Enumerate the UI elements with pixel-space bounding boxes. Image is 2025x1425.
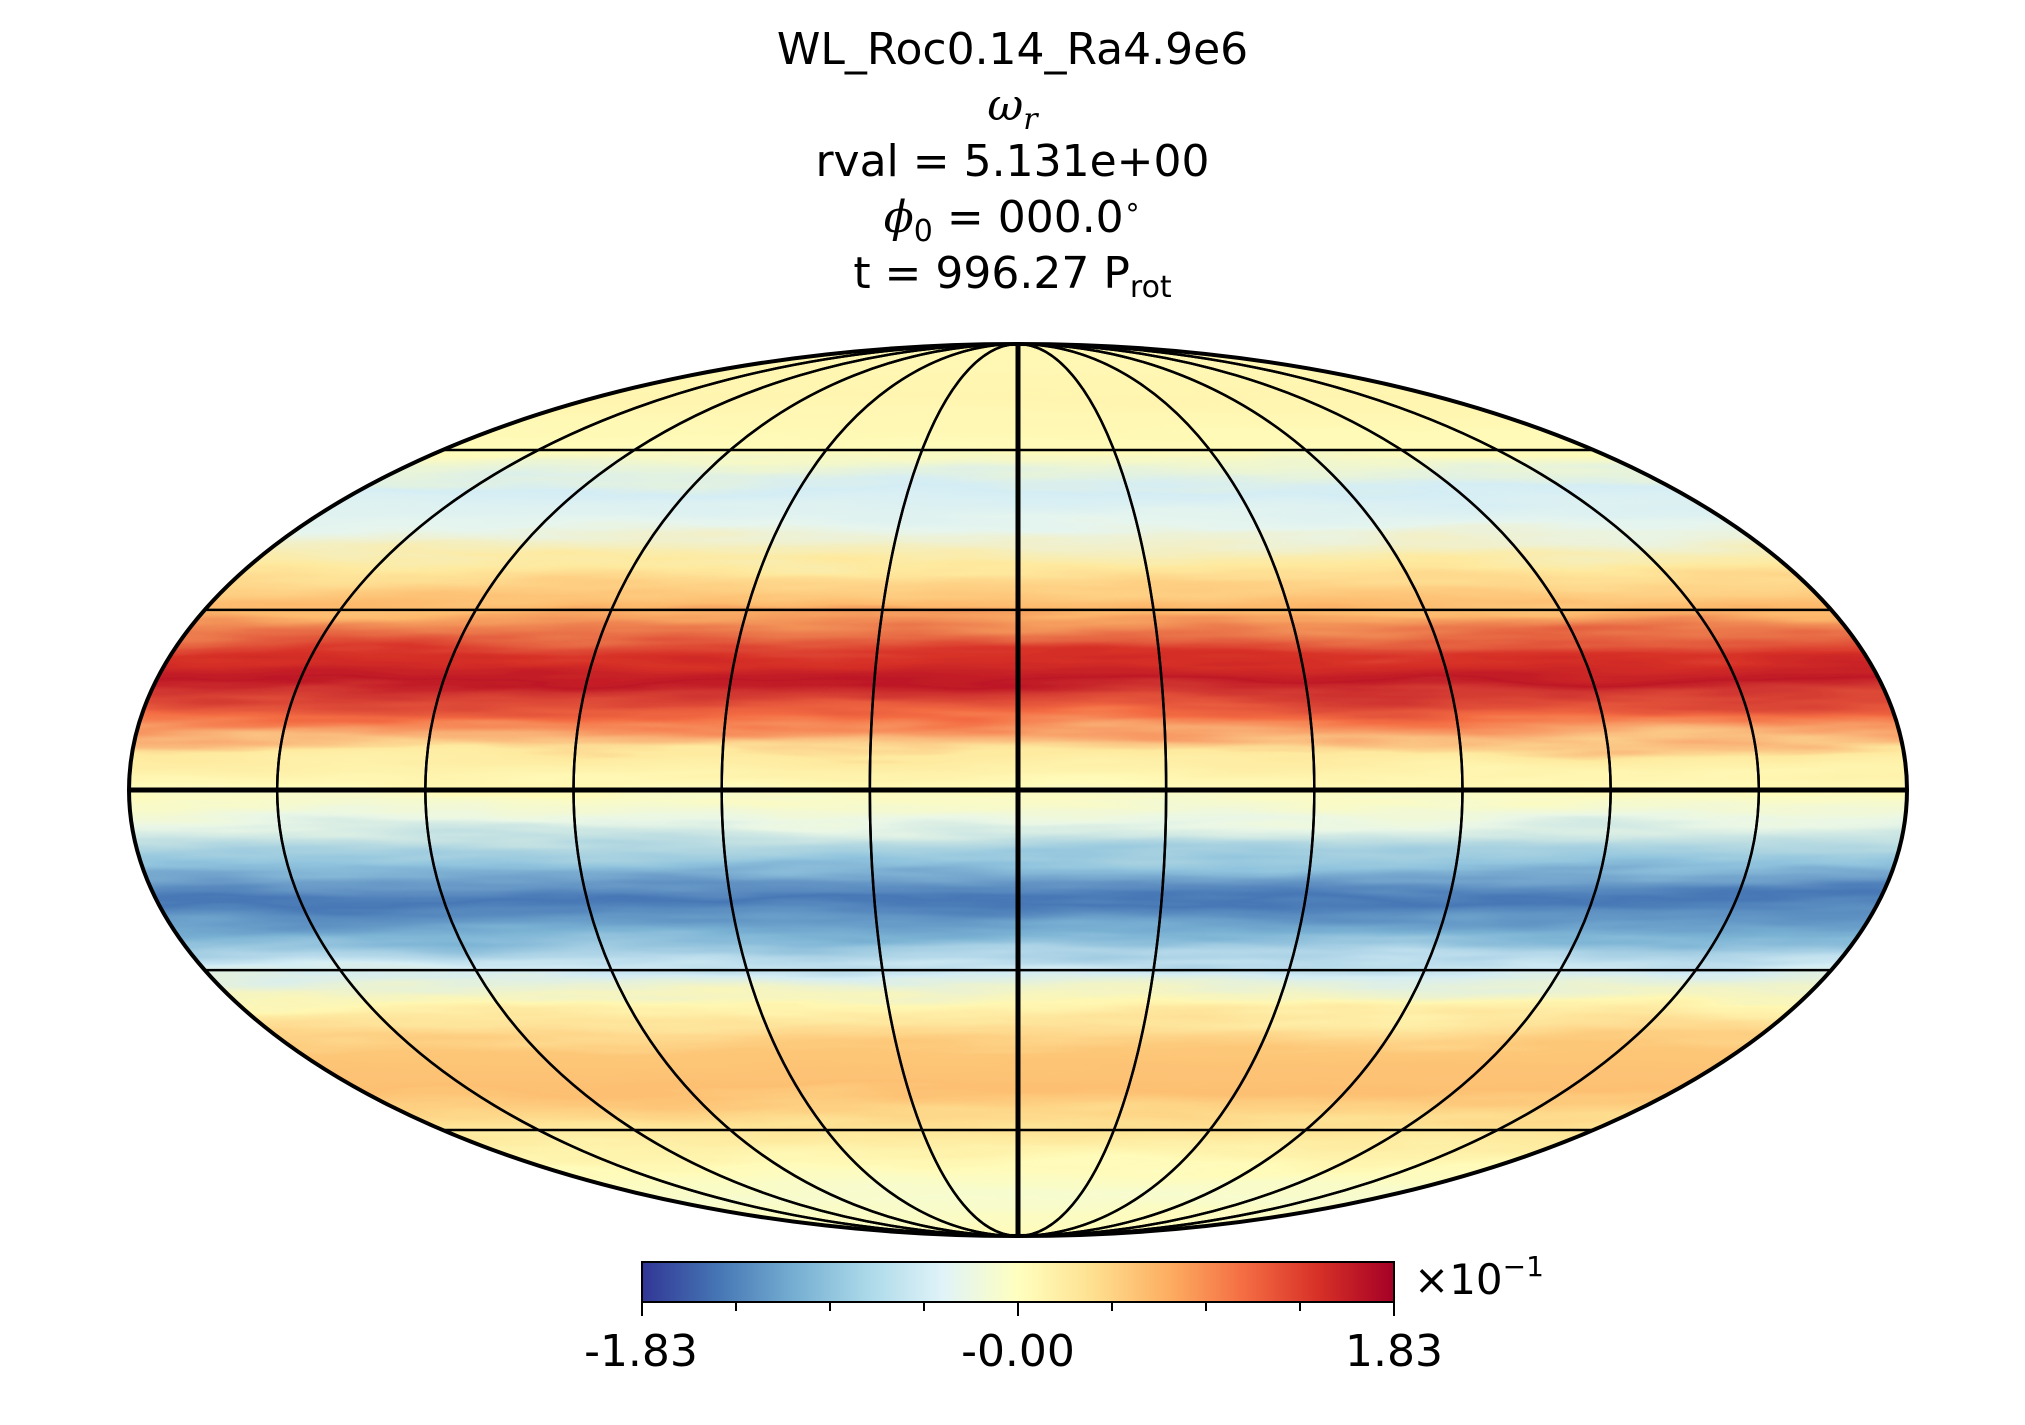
quantity-symbol: ω xyxy=(987,80,1024,131)
colorbar-fill xyxy=(642,1262,1394,1302)
colorbar-tick-label-mid: -0.00 xyxy=(961,1326,1075,1377)
time-label: t = 996.27 Prot xyxy=(0,246,2025,305)
colorbar-exponent-power: −1 xyxy=(1503,1250,1544,1283)
phi-label: ϕ0 = 000.0∘ xyxy=(0,190,2025,249)
radius-label: rval = 5.131e+00 xyxy=(0,134,2025,190)
colorbar-tick-label-min: -1.83 xyxy=(584,1326,698,1377)
run-name-text: WL_Roc0.14_Ra4.9e6 xyxy=(776,24,1249,75)
time-prefix: t = 996.27 P xyxy=(853,248,1130,299)
phi-value: = 000.0 xyxy=(932,192,1124,243)
meridian-line xyxy=(720,344,1316,1236)
phi-symbol: ϕ xyxy=(883,192,914,243)
phi-degree: ∘ xyxy=(1123,190,1142,223)
colorbar-ticks xyxy=(641,1302,1395,1316)
phi-subscript: 0 xyxy=(913,214,933,249)
colorbar: -1.83 -0.00 1.83 ×10−1 xyxy=(584,1250,1544,1377)
colorbar-exponent: ×10−1 xyxy=(1414,1250,1544,1304)
globe-outline xyxy=(127,342,1909,1238)
colorbar-tick-label-max: 1.83 xyxy=(1345,1326,1443,1377)
meridian-line xyxy=(868,344,1168,1236)
colorbar-exponent-base: ×10 xyxy=(1414,1255,1503,1304)
quantity-subscript: r xyxy=(1023,102,1037,137)
quantity-label: ωr xyxy=(0,78,2025,137)
meridian-line xyxy=(424,344,1612,1236)
globe-map xyxy=(129,344,1907,1236)
quantity-subscript-text: r xyxy=(1023,102,1038,137)
meridian-line xyxy=(275,344,1761,1236)
run-name: WL_Roc0.14_Ra4.9e6 xyxy=(0,22,2025,78)
meridian-line xyxy=(572,344,1464,1236)
chart-title: WL_Roc0.14_Ra4.9e6 ωr rval = 5.131e+00 ϕ… xyxy=(0,22,2025,305)
graticule xyxy=(129,344,1907,1236)
time-subscript: rot xyxy=(1129,270,1172,305)
radius-label-text: rval = 5.131e+00 xyxy=(815,136,1210,187)
